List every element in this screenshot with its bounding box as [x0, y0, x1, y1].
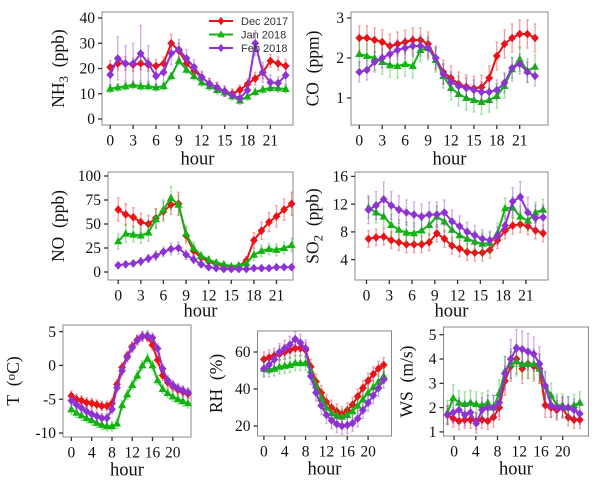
svg-text:12: 12: [450, 288, 466, 305]
svg-text:NO (ppb): NO (ppb): [48, 190, 68, 262]
svg-text:hour: hour: [308, 460, 342, 480]
svg-text:21: 21: [263, 133, 279, 150]
svg-text:2: 2: [429, 400, 437, 417]
svg-text:21: 21: [518, 288, 534, 305]
svg-text:21: 21: [269, 288, 285, 305]
svg-text:0: 0: [450, 444, 458, 461]
svg-text:6: 6: [152, 133, 160, 150]
svg-text:4: 4: [429, 351, 437, 368]
svg-text:12: 12: [194, 133, 210, 150]
svg-text:3: 3: [336, 10, 344, 27]
svg-text:12: 12: [319, 444, 335, 461]
svg-text:4: 4: [472, 444, 480, 461]
svg-text:hour: hour: [435, 302, 469, 322]
svg-text:0: 0: [93, 264, 101, 281]
svg-text:12: 12: [512, 444, 528, 461]
svg-text:4: 4: [340, 252, 348, 269]
svg-text:6: 6: [160, 288, 168, 305]
svg-text:hour: hour: [110, 461, 144, 481]
svg-text:9: 9: [182, 288, 190, 305]
svg-text:WS (m/s): WS (m/s): [397, 345, 417, 417]
svg-text:0: 0: [87, 111, 95, 128]
svg-text:RH (%): RH (%): [206, 354, 226, 413]
svg-text:Jan 2018: Jan 2018: [241, 30, 286, 42]
svg-text:12: 12: [443, 133, 459, 150]
svg-text:-10: -10: [35, 425, 56, 442]
svg-text:20: 20: [80, 61, 96, 78]
svg-text:hour: hour: [181, 150, 215, 170]
svg-text:Dec 2017: Dec 2017: [241, 16, 288, 28]
svg-text:1: 1: [429, 424, 437, 441]
svg-text:15: 15: [466, 133, 482, 150]
svg-text:100: 100: [78, 168, 102, 185]
svg-text:3: 3: [137, 288, 145, 305]
svg-text:18: 18: [489, 133, 505, 150]
svg-text:Feb 2018: Feb 2018: [241, 43, 287, 55]
svg-text:9: 9: [431, 288, 439, 305]
svg-text:18: 18: [240, 133, 256, 150]
svg-text:20: 20: [165, 445, 181, 462]
svg-text:9: 9: [175, 133, 183, 150]
svg-text:4: 4: [88, 445, 96, 462]
svg-text:0: 0: [363, 288, 371, 305]
svg-text:20: 20: [555, 444, 571, 461]
svg-text:0: 0: [106, 133, 114, 150]
svg-text:15: 15: [217, 133, 233, 150]
svg-text:8: 8: [494, 444, 502, 461]
svg-text:10: 10: [80, 86, 96, 103]
svg-text:30: 30: [80, 36, 96, 53]
svg-text:0: 0: [355, 133, 363, 150]
svg-text:CO (ppm): CO (ppm): [303, 30, 323, 106]
svg-text:0: 0: [68, 445, 76, 462]
svg-text:20: 20: [360, 444, 376, 461]
svg-text:9: 9: [424, 133, 432, 150]
svg-text:3: 3: [385, 288, 393, 305]
svg-text:1: 1: [336, 90, 344, 107]
svg-text:0: 0: [114, 288, 122, 305]
svg-text:12: 12: [124, 445, 140, 462]
svg-text:0: 0: [48, 358, 56, 375]
svg-text:50: 50: [86, 216, 102, 233]
svg-text:3: 3: [129, 133, 137, 150]
svg-text:2: 2: [336, 50, 344, 67]
svg-text:0: 0: [260, 444, 268, 461]
svg-text:16: 16: [533, 444, 549, 461]
svg-text:15: 15: [224, 288, 240, 305]
svg-text:12: 12: [201, 288, 217, 305]
svg-text:18: 18: [495, 288, 511, 305]
svg-text:3: 3: [429, 376, 437, 393]
svg-text:SO2 (ppb): SO2 (ppb): [303, 188, 326, 264]
svg-text:16: 16: [340, 444, 356, 461]
svg-text:8: 8: [302, 444, 310, 461]
svg-text:40: 40: [80, 10, 96, 27]
svg-text:21: 21: [512, 133, 528, 150]
svg-text:8: 8: [340, 224, 348, 241]
svg-text:12: 12: [333, 196, 349, 213]
svg-text:4: 4: [281, 444, 289, 461]
svg-text:hour: hour: [184, 302, 218, 322]
svg-text:-5: -5: [43, 391, 56, 408]
svg-text:15: 15: [473, 288, 489, 305]
svg-text:hour: hour: [499, 460, 533, 480]
svg-text:75: 75: [86, 192, 102, 209]
svg-text:16: 16: [333, 169, 349, 186]
svg-text:3: 3: [378, 133, 386, 150]
svg-text:40: 40: [235, 381, 251, 398]
svg-text:60: 60: [235, 344, 251, 361]
svg-text:8: 8: [108, 445, 116, 462]
svg-text:25: 25: [86, 240, 102, 257]
svg-text:6: 6: [401, 133, 409, 150]
svg-text:6: 6: [408, 288, 416, 305]
svg-text:18: 18: [246, 288, 262, 305]
svg-text:T (oC): T (oC): [3, 356, 23, 405]
svg-text:16: 16: [145, 445, 161, 462]
svg-text:5: 5: [48, 324, 56, 341]
svg-text:5: 5: [429, 327, 437, 344]
svg-text:hour: hour: [433, 150, 467, 170]
svg-text:20: 20: [235, 418, 251, 435]
svg-text:NH3 (ppb): NH3 (ppb): [48, 29, 71, 108]
